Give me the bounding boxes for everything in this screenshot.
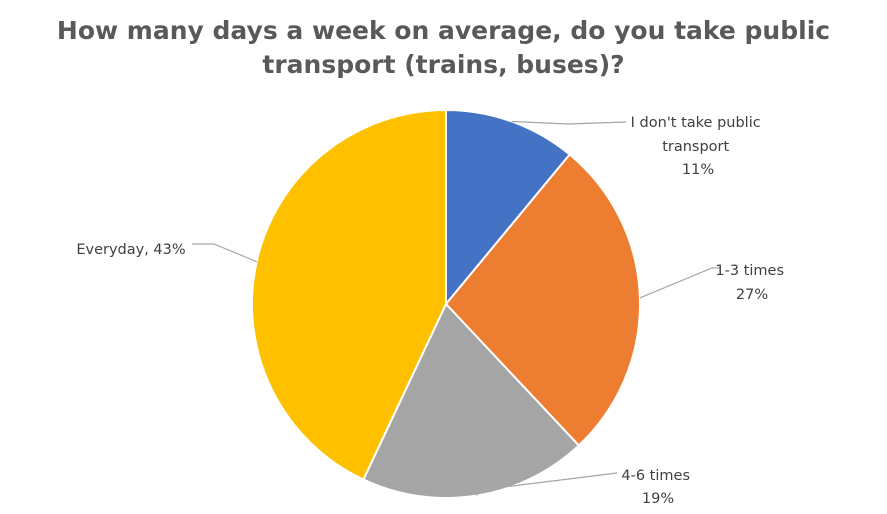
leader-line-no-public-transport	[511, 120, 627, 125]
data-labels: I don't take public transport 11% 1-3 ti…	[76, 115, 788, 507]
data-label-no-public-transport-line-2: transport	[662, 139, 729, 155]
data-label-no-public-transport-line-1: I don't take public	[631, 115, 761, 131]
leader-lines	[192, 120, 720, 496]
data-label-everyday: Everyday, 43%	[76, 242, 185, 258]
data-label-1-3-times-line-1: 1-3 times	[715, 263, 784, 279]
data-label-1-3-times-line-2: 27%	[736, 287, 768, 303]
chart-title-line-2: transport (trains, buses)?	[262, 50, 625, 79]
data-label-1-3-times: 1-3 times 27%	[715, 263, 788, 303]
leader-line-1-3-times	[639, 267, 720, 299]
data-label-everyday-line-1: Everyday, 43%	[76, 242, 185, 258]
data-label-4-6-times-line-1: 4-6 times	[621, 468, 690, 484]
data-label-no-public-transport: I don't take public transport 11%	[631, 115, 766, 178]
pie-slice-1-3-times	[444, 153, 641, 447]
data-label-no-public-transport-line-3: 11%	[682, 162, 714, 178]
chart-title: How many days a week on average, do you …	[0, 14, 887, 82]
data-label-4-6-times: 4-6 times 19%	[621, 468, 694, 507]
leader-line-everyday	[192, 243, 257, 263]
chart-title-line-1: How many days a week on average, do you …	[56, 16, 831, 45]
pie-slices	[251, 108, 641, 499]
data-label-4-6-times-line-2: 19%	[642, 491, 674, 507]
leader-line-4-6-times	[475, 472, 618, 496]
